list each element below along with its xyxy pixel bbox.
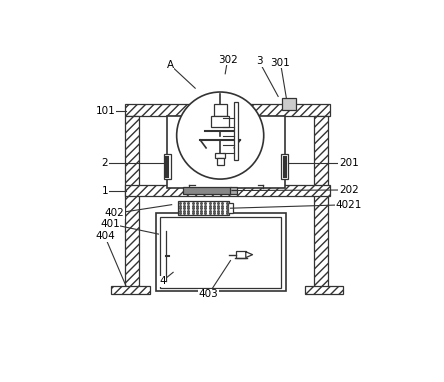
Bar (183, 187, 231, 194)
Text: 4: 4 (159, 276, 166, 286)
Text: 2: 2 (102, 159, 108, 168)
Text: 201: 201 (339, 159, 359, 168)
Bar (164, 154, 171, 180)
Text: 404: 404 (95, 231, 115, 241)
Text: 4021: 4021 (336, 200, 362, 210)
Bar (282, 99, 296, 110)
Bar (305, 286, 343, 295)
Bar (230, 187, 237, 194)
Bar (217, 159, 224, 165)
Circle shape (177, 92, 264, 179)
Bar (314, 116, 329, 287)
Bar (234, 102, 238, 160)
Text: 3: 3 (256, 56, 262, 66)
Bar (211, 115, 229, 127)
Text: 401: 401 (100, 219, 120, 229)
Text: 402: 402 (104, 209, 124, 219)
Polygon shape (246, 252, 253, 257)
Bar (178, 201, 229, 215)
Text: A: A (166, 60, 174, 70)
Bar (228, 203, 234, 214)
Bar (125, 104, 330, 117)
Text: 1: 1 (102, 186, 108, 196)
Text: 301: 301 (271, 58, 290, 68)
Bar (236, 251, 246, 258)
Text: 302: 302 (218, 55, 238, 65)
Bar (214, 104, 227, 115)
Bar (160, 217, 281, 288)
Bar (156, 214, 286, 291)
Bar (111, 286, 150, 295)
Bar (281, 154, 288, 180)
Bar (125, 185, 330, 196)
Bar (125, 116, 139, 287)
Bar (215, 153, 226, 159)
Text: 202: 202 (339, 185, 359, 195)
Bar (167, 117, 285, 188)
Text: 101: 101 (96, 106, 116, 116)
Text: 403: 403 (198, 290, 218, 299)
